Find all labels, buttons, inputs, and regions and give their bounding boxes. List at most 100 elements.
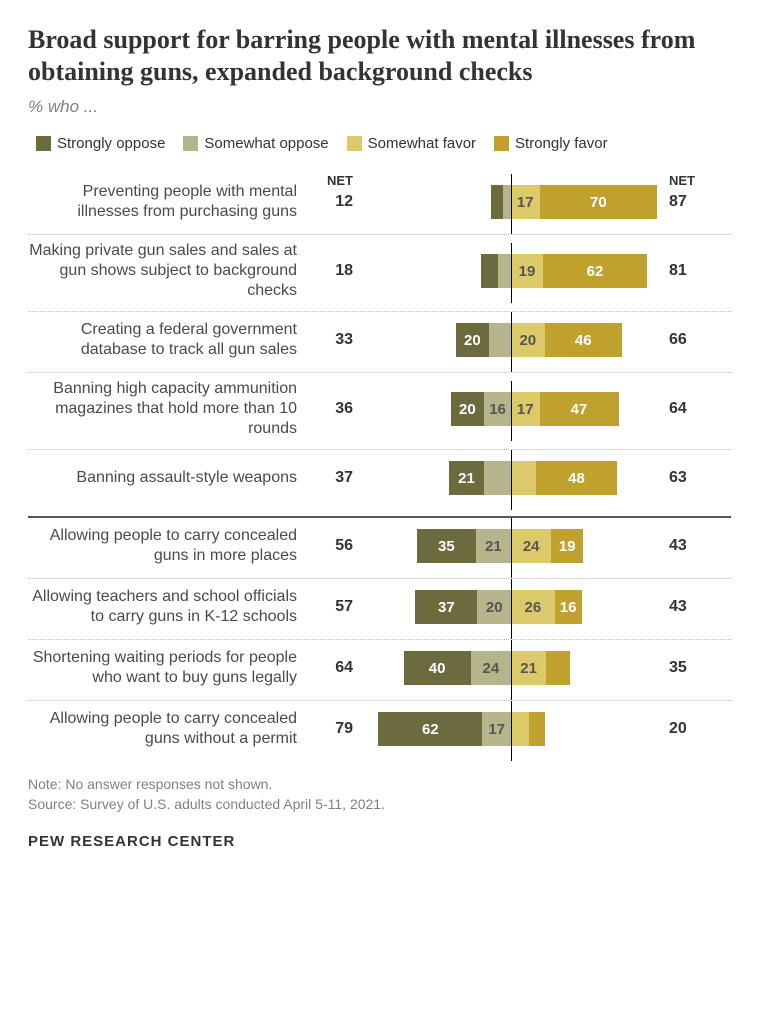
legend-label: Strongly oppose: [57, 135, 165, 152]
bar-segment: 20: [511, 323, 545, 357]
bars-wrap: 1770: [361, 180, 661, 224]
bar-segment: 17: [482, 712, 511, 746]
bar-segment: 26: [511, 590, 555, 624]
bar-segment: 48: [536, 461, 617, 495]
legend-label: Strongly favor: [515, 135, 608, 152]
bars-wrap: 202046: [361, 318, 661, 362]
net-oppose-value: 56: [311, 537, 353, 555]
bar-segment: [546, 651, 570, 685]
net-oppose-value: 33: [311, 331, 353, 349]
net-label: NET: [327, 173, 353, 188]
bar-segment: 62: [543, 254, 647, 288]
chart-subtitle: % who ...: [28, 97, 731, 117]
chart-row: Banning high capacity ammunition magazin…: [28, 373, 731, 450]
net-favor-value: 64: [669, 400, 711, 418]
net-favor-value: 20: [669, 720, 711, 738]
row-label: Banning high capacity ammunition magazin…: [28, 379, 303, 439]
row-label: Allowing people to carry concealed guns …: [28, 709, 303, 749]
bar-segment: [529, 712, 544, 746]
bar-segment: 21: [511, 651, 546, 685]
footer-attribution: PEW RESEARCH CENTER: [28, 833, 731, 850]
net-favor-value: 43: [669, 598, 711, 616]
legend-swatch: [347, 136, 362, 151]
note-text: Note: No answer responses not shown.: [28, 775, 731, 795]
bar-segment: 19: [551, 529, 583, 563]
bar-segment: 16: [555, 590, 582, 624]
net-oppose-value: 79: [311, 720, 353, 738]
bar-segment: 16: [484, 392, 511, 426]
chart-row: Banning assault-style weapons 37 21 48 63: [28, 450, 731, 510]
bar-segment: 70: [540, 185, 658, 219]
bars-wrap: 21 48: [361, 456, 661, 500]
row-label: Making private gun sales and sales at gu…: [28, 241, 303, 301]
bar-segment: 17: [511, 185, 540, 219]
bar-segment: 20: [451, 392, 485, 426]
net-label: NET: [669, 173, 695, 188]
bar-segment: 35: [417, 529, 476, 563]
net-favor-value: 66: [669, 331, 711, 349]
bar-segment: 19: [511, 254, 543, 288]
net-favor-value: 43: [669, 537, 711, 555]
bar-segment: 47: [540, 392, 619, 426]
bars-wrap: 1962: [361, 249, 661, 293]
legend-label: Somewhat favor: [368, 135, 476, 152]
net-oppose-value: 12NET: [311, 193, 353, 211]
bars-wrap: 6217: [361, 707, 661, 751]
row-label: Preventing people with mental illnesses …: [28, 182, 303, 222]
legend-item: Somewhat favor: [347, 135, 476, 152]
bar-segment: 40: [404, 651, 471, 685]
legend-item: Strongly oppose: [36, 135, 165, 152]
bar-segment: [511, 712, 529, 746]
row-label: Banning assault-style weapons: [28, 468, 303, 488]
bar-segment: 62: [378, 712, 482, 746]
legend-swatch: [36, 136, 51, 151]
bars-wrap: 20161747: [361, 387, 661, 431]
bar-segment: 24: [471, 651, 511, 685]
legend-swatch: [494, 136, 509, 151]
source-text: Source: Survey of U.S. adults conducted …: [28, 795, 731, 815]
legend-item: Somewhat oppose: [183, 135, 328, 152]
net-favor-value: 35: [669, 659, 711, 677]
bar-segment: 20: [477, 590, 511, 624]
net-favor-value: 81: [669, 262, 711, 280]
legend-item: Strongly favor: [494, 135, 608, 152]
legend: Strongly oppose Somewhat oppose Somewhat f…: [28, 135, 731, 152]
net-favor-value: 87NET: [669, 193, 711, 211]
legend-swatch: [183, 136, 198, 151]
legend-label: Somewhat oppose: [204, 135, 328, 152]
bar-segment: [503, 185, 511, 219]
bar-segment: 21: [476, 529, 511, 563]
bar-segment: 24: [511, 529, 551, 563]
row-label: Allowing people to carry concealed guns …: [28, 526, 303, 566]
bar-segment: 46: [545, 323, 622, 357]
bar-segment: 21: [449, 461, 484, 495]
chart-row: Allowing people to carry concealed guns …: [28, 701, 731, 761]
chart-row: Creating a federal government database t…: [28, 312, 731, 373]
bars-wrap: 37202616: [361, 585, 661, 629]
bar-segment: [481, 254, 498, 288]
chart-title: Broad support for barring people with me…: [28, 24, 731, 87]
net-favor-value: 63: [669, 469, 711, 487]
bar-segment: [489, 323, 511, 357]
chart-row: Shortening waiting periods for people wh…: [28, 640, 731, 701]
bars-wrap: 35212419: [361, 524, 661, 568]
net-oppose-value: 36: [311, 400, 353, 418]
net-oppose-value: 37: [311, 469, 353, 487]
bar-segment: [498, 254, 511, 288]
bar-segment: [511, 461, 536, 495]
bars-wrap: 402421: [361, 646, 661, 690]
diverging-bar-chart: Preventing people with mental illnesses …: [28, 174, 731, 761]
net-oppose-value: 18: [311, 262, 353, 280]
net-oppose-value: 57: [311, 598, 353, 616]
bar-segment: 17: [511, 392, 540, 426]
chart-row: Allowing people to carry concealed guns …: [28, 518, 731, 579]
bar-segment: 20: [456, 323, 490, 357]
chart-row: Preventing people with mental illnesses …: [28, 174, 731, 235]
row-label: Shortening waiting periods for people wh…: [28, 648, 303, 688]
chart-row: Allowing teachers and school officials t…: [28, 579, 731, 640]
chart-row: Making private gun sales and sales at gu…: [28, 235, 731, 312]
row-label: Creating a federal government database t…: [28, 320, 303, 360]
bar-segment: [484, 461, 511, 495]
net-oppose-value: 64: [311, 659, 353, 677]
bar-segment: [491, 185, 503, 219]
